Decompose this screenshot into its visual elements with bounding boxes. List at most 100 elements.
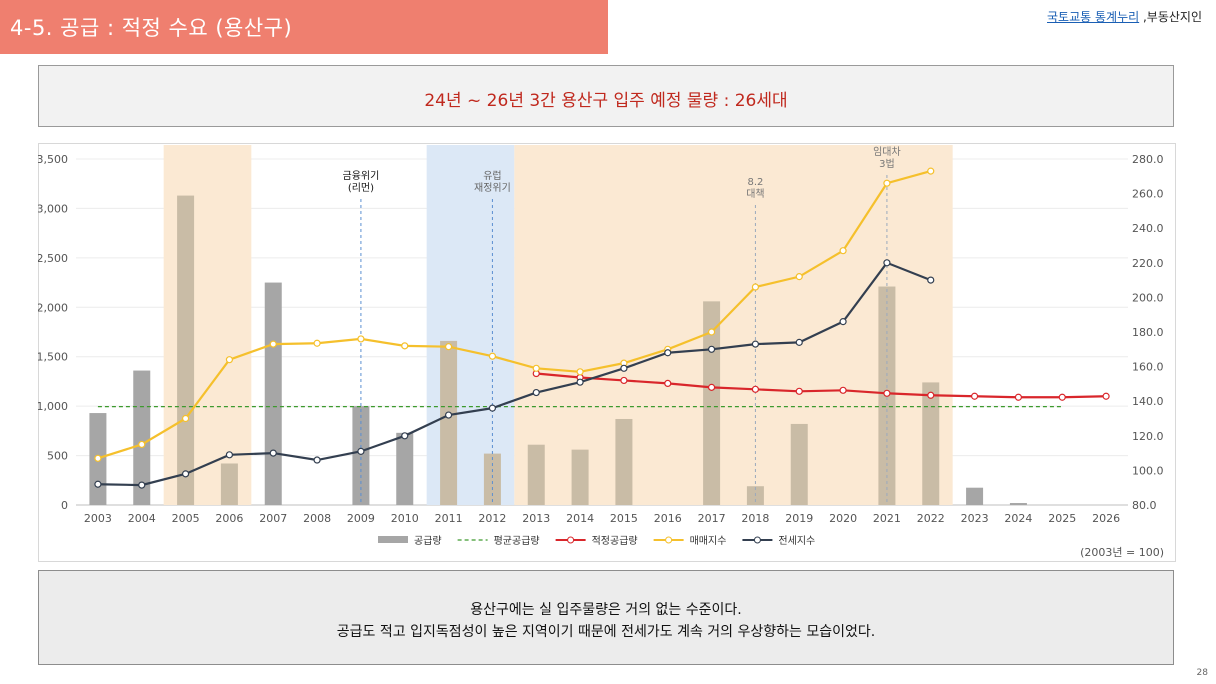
supply-bar: [703, 301, 721, 505]
supply-bar: [177, 195, 195, 505]
headline-box: 24년 ~ 26년 3간 용산구 입주 예정 물량 : 26세대: [38, 65, 1174, 127]
source-link[interactable]: 국토교통 통계누리: [1047, 10, 1140, 24]
series-point: [532, 388, 540, 397]
summary-note-box: 용산구에는 실 입주물량은 거의 없는 수준이다. 공급도 적고 입지독점성이 …: [38, 570, 1174, 665]
supply-bar: [264, 282, 282, 505]
x-tick-label: 2022: [917, 512, 945, 525]
x-tick-label: 2021: [873, 512, 901, 525]
x-tick-label: 2007: [259, 512, 287, 525]
supply-bar: [483, 453, 501, 505]
y-tick-label: 2,500: [38, 252, 68, 265]
summary-line-2: 공급도 적고 입지독점성이 높은 지역이기 때문에 전세가도 계속 거의 우상향…: [336, 624, 876, 640]
supply-bar: [1009, 503, 1027, 505]
series-point: [707, 383, 716, 391]
series-point: [795, 273, 803, 281]
supply-bar: [133, 370, 151, 505]
series-point: [138, 481, 146, 489]
series-point: [401, 342, 409, 350]
series-point: [839, 386, 847, 394]
legend-marker: [567, 536, 575, 544]
supply-demand-chart: 0 500 1,000 1,500 2,000 2,500 3,000 3,500 80.0 10…: [38, 143, 1176, 562]
series-point: [313, 339, 321, 347]
y2-tick-label: 140.0: [1132, 395, 1164, 408]
series-point: [883, 179, 891, 187]
x-tick-label: 2016: [654, 512, 682, 525]
series-point: [927, 276, 935, 284]
y2-axis-note: (2003년 = 100): [1080, 546, 1164, 559]
x-tick-label: 2006: [215, 512, 243, 525]
series-point: [927, 167, 935, 175]
supply-bar: [527, 444, 545, 505]
source-rest: ,부동산지인: [1139, 10, 1202, 24]
series-point: [225, 356, 234, 364]
series-point: [620, 376, 628, 385]
y2-tick-label: 200.0: [1132, 291, 1164, 304]
series-point: [357, 335, 365, 343]
y-tick-label: 1,000: [38, 400, 68, 413]
page-title: 4-5. 공급 : 적정 수요 (용산구): [10, 16, 293, 40]
x-tick-label: 2019: [785, 512, 813, 525]
x-tick-label: 2008: [303, 512, 331, 525]
legend-marker: [665, 536, 673, 544]
series-point: [927, 391, 935, 399]
series-point: [883, 259, 891, 267]
series-point: [357, 447, 365, 455]
title-band: 4-5. 공급 : 적정 수요 (용산구): [0, 0, 608, 54]
annotation-label: 대책: [746, 188, 764, 200]
x-tick-label: 2024: [1004, 512, 1032, 525]
y-tick-label: 3,500: [38, 153, 68, 166]
series-point: [576, 378, 584, 386]
y-tick-label: 2,000: [38, 301, 68, 314]
legend-label: 공급량: [414, 535, 442, 547]
annotation-label: 재정위기: [474, 181, 511, 194]
series-point: [313, 456, 321, 464]
series-point: [1014, 393, 1023, 401]
series-point: [576, 368, 584, 376]
x-tick-label: 2026: [1092, 512, 1120, 525]
series-point: [620, 364, 628, 372]
x-tick-label: 2023: [961, 512, 989, 525]
series-line: [97, 170, 932, 460]
x-tick-label: 2018: [741, 512, 769, 525]
annotation-label: 3법: [879, 158, 895, 170]
series-point: [970, 392, 979, 400]
series-point: [1058, 393, 1066, 401]
series-point: [751, 283, 760, 291]
y2-tick-label: 100.0: [1132, 464, 1164, 477]
series-point: [664, 379, 672, 388]
supply-bar: [922, 382, 940, 505]
x-tick-label: 2015: [610, 512, 638, 525]
y-tick-label: 500: [47, 450, 68, 463]
supply-bar: [790, 423, 808, 505]
series-point: [269, 340, 277, 348]
y2-tick-label: 160.0: [1132, 361, 1164, 374]
headline-text: 24년 ~ 26년 3간 용산구 입주 예정 물량 : 26세대: [424, 91, 788, 111]
summary-line-1: 용산구에는 실 입주물량은 거의 없는 수준이다.: [470, 602, 742, 618]
x-tick-label: 2014: [566, 512, 594, 525]
series-point: [1102, 392, 1110, 400]
x-tick-label: 2004: [128, 512, 156, 525]
supply-bar: [220, 463, 238, 505]
series-point: [94, 480, 102, 488]
y-tick-label: 1,500: [38, 351, 68, 364]
series-point: [181, 414, 190, 423]
series-point: [94, 454, 102, 462]
x-tick-label: 2017: [698, 512, 726, 525]
legend-label: 적정공급량: [592, 535, 638, 547]
series-line: [536, 372, 1107, 399]
legend-label: 매매지수: [690, 535, 727, 547]
legend-label: 평균공급량: [494, 535, 540, 547]
source-line: 국토교통 통계누리 ,부동산지인: [1047, 8, 1202, 25]
series-point: [707, 345, 716, 353]
series-point: [883, 389, 891, 397]
supply-bar: [396, 432, 414, 505]
x-tick-label: 2009: [347, 512, 375, 525]
series-point: [401, 432, 409, 440]
x-tick-label: 2012: [478, 512, 506, 525]
y2-tick-label: 120.0: [1132, 430, 1164, 443]
series-point: [795, 338, 803, 346]
supply-bar: [571, 449, 589, 505]
annotation-label: 유럽: [483, 170, 501, 182]
y2-tick-label: 180.0: [1132, 326, 1164, 339]
series-point: [444, 343, 453, 351]
